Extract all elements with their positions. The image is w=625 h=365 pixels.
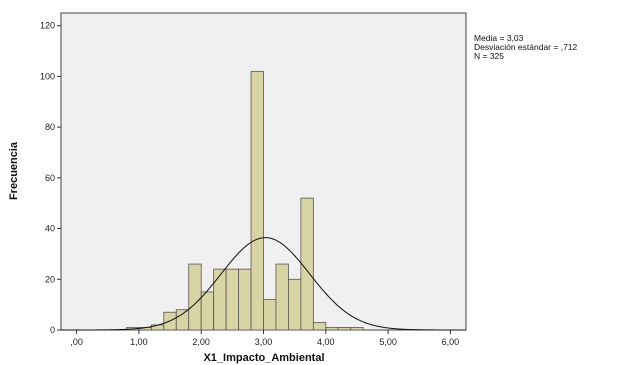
y-tick-label: 100: [40, 71, 55, 81]
histogram-bar: [300, 197, 314, 331]
histogram-bar: [213, 268, 227, 331]
x-tick-label: 4,00: [317, 337, 335, 347]
histogram-bar: [288, 278, 302, 331]
x-tick-label: 5,00: [379, 337, 397, 347]
stats-box: Media = 3,03 Desviación estándar = ,712 …: [474, 33, 578, 61]
x-axis-label: X1_Impacto_Ambiental: [203, 352, 324, 364]
x-tick-label: 1,00: [130, 337, 148, 347]
histogram-bar: [263, 299, 277, 331]
histogram-bar: [275, 263, 289, 331]
y-axis: 0 20 40 60 80 100 120: [40, 21, 61, 335]
histogram-bar: [325, 327, 339, 331]
histogram-bar: [188, 263, 202, 331]
y-tick-label: 0: [50, 325, 55, 335]
stats-mean: Media = 3,03: [474, 33, 524, 43]
y-tick-label: 80: [45, 122, 55, 132]
histogram-bar: [250, 70, 264, 331]
x-tick-label: ,00: [70, 337, 83, 347]
histogram-bar: [337, 327, 352, 331]
y-tick-label: 60: [45, 173, 55, 183]
histogram-bar: [238, 268, 252, 331]
x-tick-label: 2,00: [192, 337, 210, 347]
y-tick-label: 20: [45, 274, 55, 284]
stats-std-dev: Desviación estándar = ,712: [474, 42, 578, 52]
histogram-bar: [225, 268, 239, 331]
y-tick-label: 40: [45, 224, 55, 234]
histogram-bar: [350, 327, 364, 331]
stats-n: N = 325: [474, 51, 504, 61]
normal-curve: [61, 237, 466, 331]
histogram-bar: [312, 321, 327, 331]
y-axis-label: Frecuencia: [8, 141, 20, 200]
histogram-bar: [150, 324, 165, 331]
y-tick-label: 120: [40, 21, 55, 31]
x-tick-label: 6,00: [442, 337, 460, 347]
histogram-bar: [200, 291, 215, 331]
x-tick-label: 3,00: [255, 337, 273, 347]
x-axis: ,00 1,00 2,00 3,00 4,00 5,00 6,00: [70, 330, 459, 347]
histogram-bar: [175, 309, 190, 331]
histogram-bars: [126, 70, 364, 331]
